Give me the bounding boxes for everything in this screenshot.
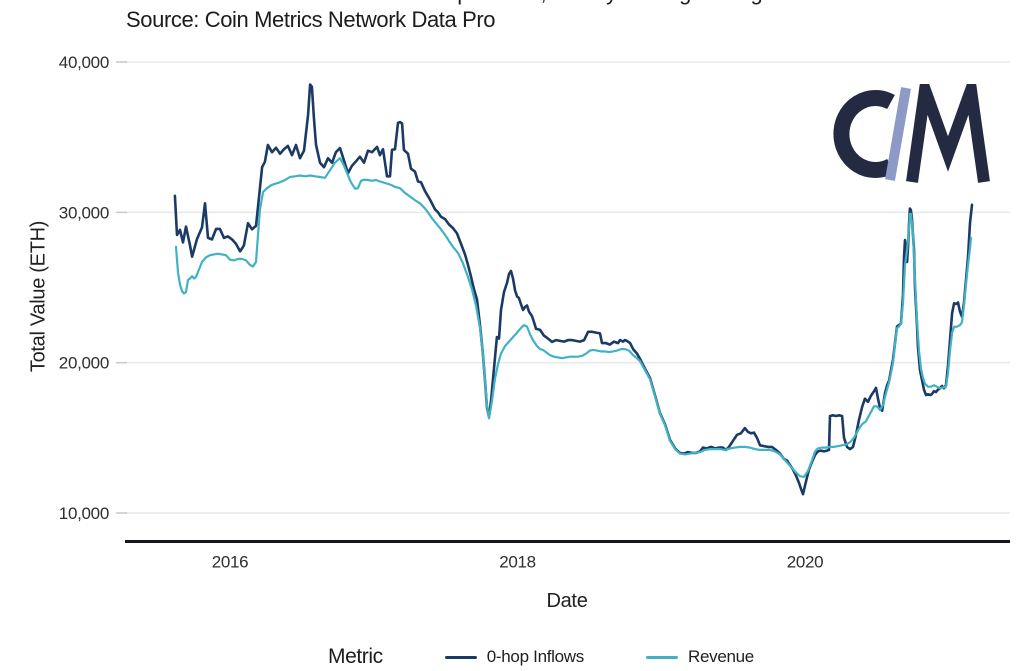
logo-c-glyph (833, 90, 895, 178)
chart-title: Ethereum Miner Revenue and 0-hop Inflows… (126, 0, 775, 6)
x-tick-label: 2016 (212, 553, 249, 572)
revenue-line-swatch-icon (645, 655, 678, 659)
legend-title: Metric (328, 645, 383, 668)
x-tick-label: 2018 (499, 553, 536, 572)
y-tick-label: 40,000 (59, 53, 109, 72)
0hop-inflows-line-swatch-icon (444, 655, 477, 659)
series-line-0-hop-inflows (173, 83, 974, 496)
x-tick-label: 2020 (787, 553, 824, 572)
y-tick-label: 20,000 (59, 354, 109, 373)
y-tick-label: 10,000 (59, 504, 109, 523)
legend-label: Revenue (687, 647, 754, 666)
legend: Metric 0-hop Inflows Revenue (328, 642, 754, 671)
x-axis-title: Date (546, 590, 588, 612)
logo-slash-glyph (885, 87, 911, 181)
logo-m-glyph (906, 84, 990, 183)
legend-item-revenue[interactable]: Revenue (645, 647, 754, 667)
y-tick-label: 30,000 (59, 203, 109, 222)
legend-item-0hop-inflows[interactable]: 0-hop Inflows (444, 647, 585, 667)
chart-source: Source: Coin Metrics Network Data Pro (126, 7, 496, 32)
legend-label: 0-hop Inflows (486, 647, 585, 666)
series-line-revenue (174, 157, 973, 478)
title-block: Ethereum Miner Revenue and 0-hop Inflows… (126, 0, 775, 33)
y-axis-title: Total Value (ETH) (27, 220, 50, 373)
coin-metrics-logo (833, 84, 990, 183)
